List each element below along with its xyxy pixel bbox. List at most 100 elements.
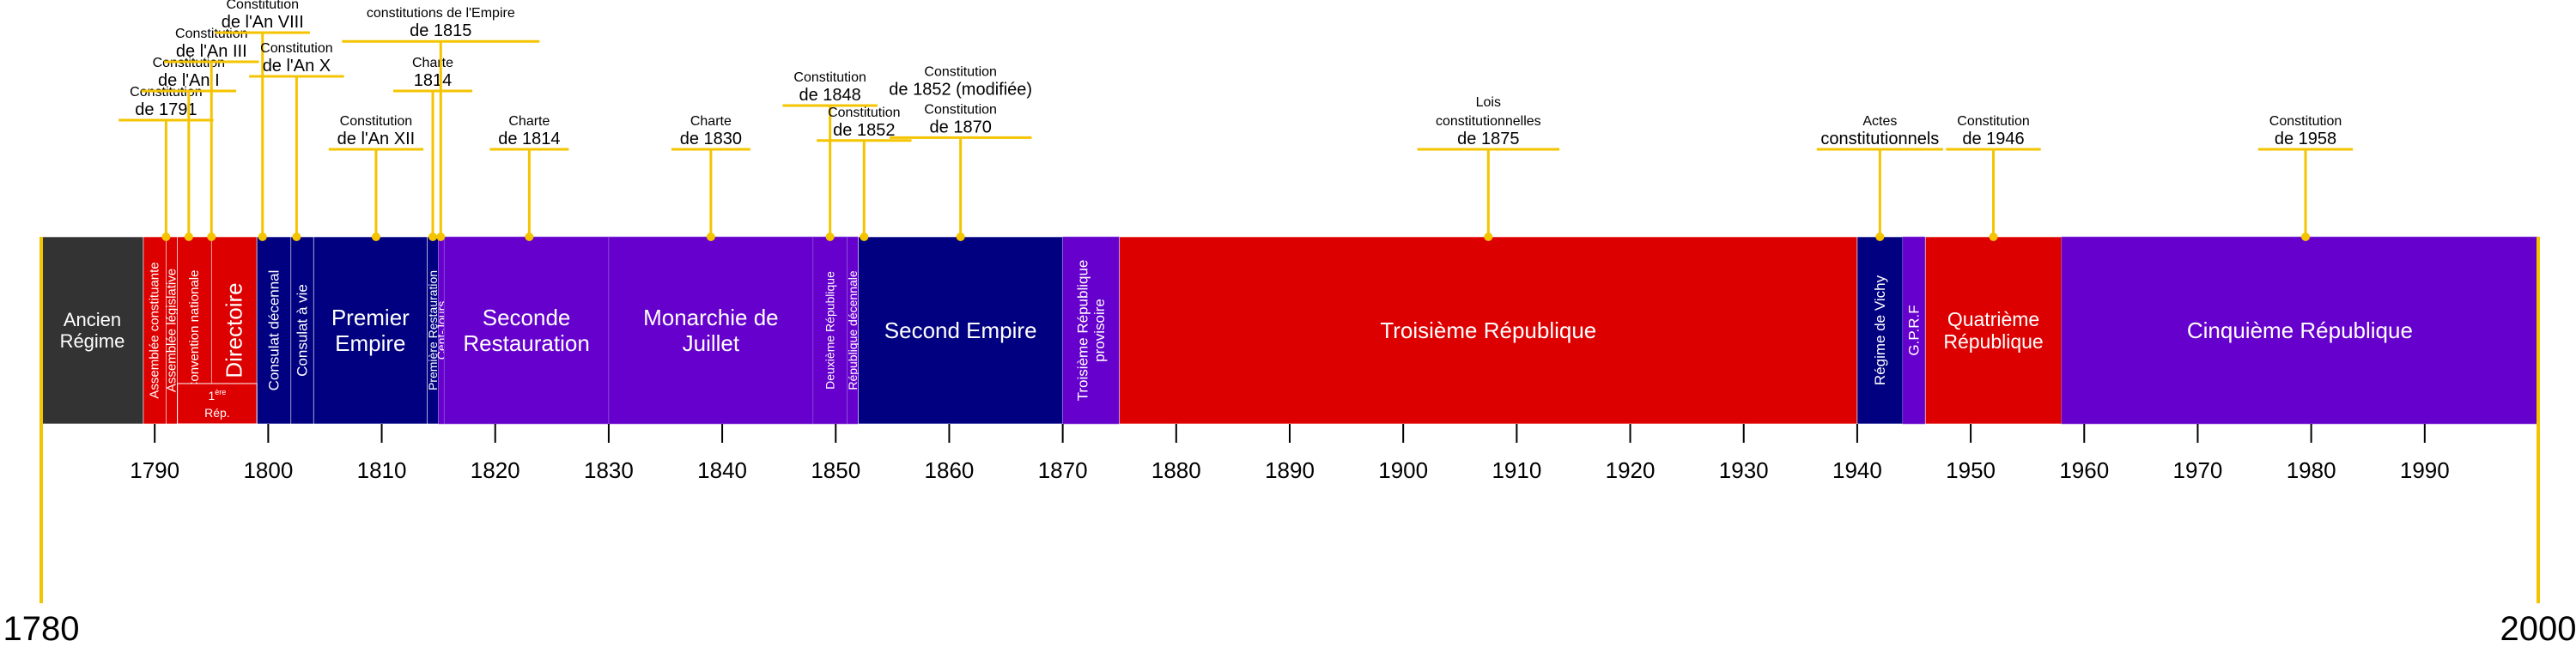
constitution-1852-1870-label: de 1870 (930, 118, 992, 136)
lois-constitutionnelles-1875-label: Lois (1476, 95, 1501, 110)
axis-tick-label: 1810 (357, 457, 407, 483)
constitution-an-x-marker (292, 233, 301, 241)
regime-troisieme-republique-provisoire-block (1062, 236, 1121, 425)
regime-seconde-restauration-label: Seconde (483, 305, 571, 330)
axis-tick-label: 1970 (2173, 457, 2223, 483)
charte-1814-high-label: 1814 (414, 71, 453, 90)
constitution-an-i-label: de l'An I (158, 71, 220, 90)
constitution-an-x-label: Constitution (260, 41, 333, 56)
regime-seconde-restauration-label: Restauration (463, 330, 589, 356)
actes-constitutionnels-label: Actes (1862, 114, 1897, 129)
regime-de-vichy-label: Régime de Vichy (1872, 275, 1888, 385)
regime-consulat-decennal-label: Consulat décennal (265, 270, 282, 391)
axis-tick-label: 1990 (2400, 457, 2450, 483)
regime-consulat-a-vie-block (290, 236, 314, 425)
charte-1814-marker (525, 233, 534, 241)
premiere-republique: 1ère Rép. (177, 383, 258, 425)
regime-second-empire: Second Empire (858, 236, 1063, 425)
constitution-1852-label: Constitution (828, 106, 901, 120)
regime-second-empire-block (858, 236, 1063, 425)
constitution-1848-label: de 1848 (799, 86, 861, 105)
axis-tick-label: 1820 (471, 457, 520, 483)
charte-1830-label: Charte (690, 114, 732, 129)
axis-tick-label: 1850 (811, 457, 860, 483)
regime-premier-empire-block (313, 236, 428, 425)
regime-gprf: G.P.R.F (1902, 236, 1926, 425)
acte-additionnel-1815-marker (436, 233, 446, 241)
charte-1814-label: Charte (508, 114, 550, 129)
axis-tick-label: 1980 (2287, 457, 2336, 483)
constitution-1958-label: de 1958 (2275, 130, 2336, 148)
regime-de-vichy-block (1856, 236, 1904, 425)
regime-second-empire-label: Second Empire (884, 317, 1037, 343)
charte-1814-high-label: Charte (412, 56, 453, 70)
constitution-an-i-marker (184, 233, 193, 241)
regime-quatrieme-republique-label: République (1943, 330, 2043, 353)
regime-assemblee-constituante-label: Assemblée constituante (148, 262, 162, 398)
axis-tick-label: 1860 (925, 457, 975, 483)
regime-troisieme-republique: Troisième République (1119, 236, 1858, 425)
regime-assemblee-legislative-label: Assemblée législative (165, 269, 179, 392)
charte-1830-marker (706, 233, 715, 241)
axis-tick-label: 1880 (1151, 457, 1201, 483)
acte-additionnel-1815: Acte Additionnel aux constitutions de l'E… (342, 0, 540, 241)
regime-quatrieme-republique-block (1924, 236, 2063, 425)
actes-constitutionnels-label: constitutionnels (1820, 130, 1939, 148)
constitution-an-xii-marker (371, 233, 380, 241)
regime-de-vichy: Régime de Vichy (1856, 236, 1904, 425)
charte-1830-label: de 1830 (680, 130, 742, 148)
regime-assemblee-constituante-block (143, 236, 167, 425)
regime-ancien-regime-block (40, 236, 144, 425)
regime-consulat-a-vie-label: Consulat à vie (295, 284, 311, 377)
axis-tick-label: 1800 (243, 457, 293, 483)
constitution-1946-label: de 1946 (1962, 130, 2024, 148)
regime-quatrieme-republique-label: Quatrième (1947, 308, 2039, 330)
axis-tick-label: 1790 (130, 457, 179, 483)
axis-tick-label: 1830 (584, 457, 634, 483)
regime-premier-empire-label: Empire (335, 330, 405, 356)
acte-additionnel-1815-label: Acte Additionnel aux (379, 0, 503, 2)
acte-additionnel-1815-label: de 1815 (410, 21, 471, 40)
regime-premier-empire-label: Premier (331, 305, 410, 330)
constitution-an-xii-label: de l'An XII (337, 130, 416, 148)
regime-assemblee-legislative: Assemblée législative (165, 236, 179, 425)
constitution-1852-1870-marker (956, 233, 965, 241)
regime-consulat-a-vie: Consulat à vie (290, 236, 314, 425)
axis-tick-label: 1840 (697, 457, 747, 483)
regime-directoire-label: Directoire (222, 282, 247, 378)
regime-seconde-restauration-block (443, 236, 610, 425)
constitution-1791-label: de 1791 (135, 100, 197, 119)
axis-tick-label: 1940 (1832, 457, 1882, 483)
regime-deuxieme-republique: Deuxième République (812, 236, 848, 425)
regime-republique-decennale: République décennale (846, 236, 860, 425)
constitution-an-iii-label: de l'An III (176, 42, 247, 61)
start-year-label: 1780 (3, 610, 80, 648)
constitution-an-viii-label: Constitution (227, 0, 300, 12)
axis-layer: 1780 2000 1790 1800 1810 1820 1830 1840 1850 18… (3, 237, 2576, 648)
charte-1814-label: de 1814 (498, 130, 560, 148)
constitution-an-xii-label: Constitution (340, 114, 413, 129)
regime-cinquieme-republique-label: Cinquième République (2187, 317, 2413, 343)
axis-tick-label: 1920 (1606, 457, 1656, 483)
axis-tick-label: 1910 (1492, 457, 1541, 483)
constitution-an-x-label: de l'An X (263, 57, 331, 76)
constitution-an-viii-marker (258, 233, 267, 241)
constitution-1958-label: Constitution (2269, 114, 2342, 129)
regime-ancien-regime-label: Régime (60, 330, 125, 352)
constitution-1852-label: de 1852 (833, 121, 895, 140)
regime-ancien-regime-label: Ancien (64, 309, 121, 330)
regime-cinquieme-republique-block (2061, 236, 2539, 425)
premiere-republique-ordinal: 1ère (208, 388, 226, 402)
